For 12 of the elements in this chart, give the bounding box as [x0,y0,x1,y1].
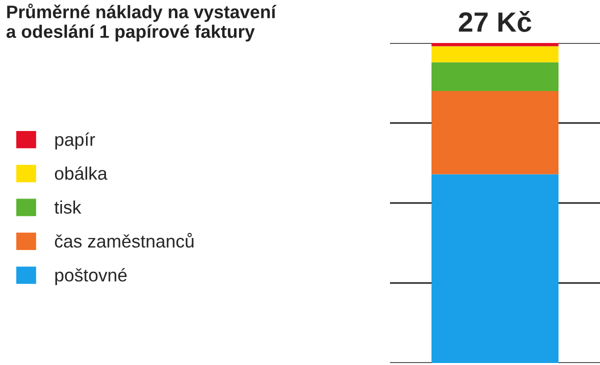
legend-label: papír [55,132,96,150]
text: Průměrné náklady na vystavení a odeslání 1 papírové faktury [6,4,276,42]
bar [432,46,558,62]
bar [432,174,558,363]
bar [432,91,558,174]
legend-label: obálka [54,166,108,180]
legend-label: čas zaměstnanců [54,232,194,248]
annotation: 27 Kč [458,10,532,32]
legend-label: tisk [54,200,82,214]
bar [432,43,558,46]
legend-label: poštovné [55,268,127,286]
bar [432,62,558,91]
